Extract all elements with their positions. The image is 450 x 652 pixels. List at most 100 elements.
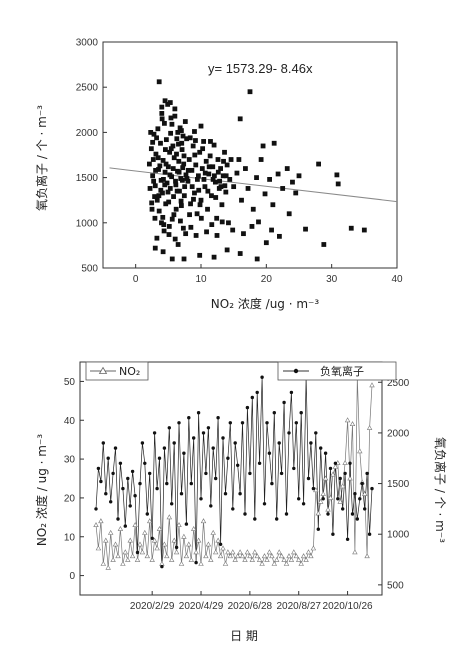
ion-point (360, 481, 364, 486)
no2-point (322, 475, 329, 481)
scatter-point (195, 177, 200, 182)
ion-point (316, 527, 320, 531)
scatter-point (152, 215, 158, 221)
no2-point (254, 553, 260, 559)
scatter-point (156, 193, 162, 199)
ion-point (365, 471, 369, 476)
ion-point (236, 463, 240, 467)
scatter-point (286, 211, 292, 217)
no2-point (134, 556, 141, 562)
scatter-point (158, 187, 164, 193)
scatter-point (149, 206, 155, 212)
ion-point (187, 416, 191, 420)
ion-point (250, 395, 254, 400)
ion-point (143, 461, 147, 465)
scatter-point (155, 155, 161, 161)
no2-point (95, 545, 102, 551)
ion-point (292, 466, 296, 471)
no2-point (203, 553, 209, 559)
no2-point (364, 553, 370, 559)
no2-point (210, 529, 216, 535)
ion-point (309, 441, 313, 445)
ion-point (223, 492, 228, 496)
regression-equation: y= 1573.29- 8.46x (208, 61, 313, 76)
ion-point (204, 471, 208, 476)
scatter-point (227, 177, 233, 182)
no2-point (281, 556, 287, 562)
scatter-point (167, 100, 173, 105)
no2-point (278, 553, 285, 559)
scatter-point (271, 140, 277, 146)
legend-no2: NO₂ (85, 361, 149, 381)
no2-point (293, 553, 300, 559)
scatter-point (156, 208, 162, 214)
ion-point (299, 411, 303, 415)
scatter-point (166, 232, 172, 237)
scatter-point (269, 227, 274, 233)
ion-point (179, 492, 184, 496)
scatter-point (168, 130, 174, 136)
scatter-point (256, 219, 261, 225)
scatter-point (206, 164, 212, 170)
ion-point (233, 441, 237, 445)
legend-label-ion: 负氧离子 (320, 364, 364, 378)
ion-point (240, 421, 245, 425)
no2-point (342, 459, 348, 465)
no2-point (164, 553, 170, 559)
no2-point (195, 537, 202, 543)
ion-point (111, 471, 115, 476)
plot-frame (102, 41, 398, 269)
scatter-point (163, 201, 169, 207)
x-tick-label: 30 (326, 274, 338, 285)
scatter-point (215, 157, 221, 162)
scatter-point (205, 206, 210, 212)
scatter-point (214, 215, 220, 221)
no2-point (171, 537, 177, 543)
regression-line (109, 167, 398, 203)
ion-point (138, 481, 142, 486)
scatter-point (243, 166, 248, 171)
scatter-point (187, 135, 193, 141)
scatter-point (169, 121, 175, 127)
scatter-point (175, 130, 181, 135)
no2-point (308, 553, 314, 559)
no2-point (286, 553, 292, 559)
ion-point (96, 466, 101, 471)
no2-point (261, 553, 268, 559)
y2-tick-label: 1000 (387, 530, 410, 541)
no2-point (288, 556, 295, 562)
scatter-point (169, 256, 175, 262)
scatter-point (209, 193, 214, 199)
y2-tick-label: 1500 (387, 479, 410, 490)
scatter-point (179, 147, 185, 152)
scatter-point (226, 220, 231, 226)
scatter-point (171, 155, 177, 161)
ion-point (152, 431, 157, 435)
no2-point (249, 556, 256, 562)
scatter-point (241, 231, 246, 237)
scatter-point (197, 252, 203, 258)
no2-point (361, 490, 368, 496)
scatter-point (220, 173, 226, 179)
ion-point (355, 517, 359, 521)
ion-point (311, 486, 316, 491)
scatter-point (172, 106, 178, 112)
y2-tick-label: 500 (387, 580, 404, 591)
scatter-point (196, 187, 202, 193)
no2-point (188, 556, 195, 562)
ion-point (128, 504, 132, 508)
no2-point (227, 553, 234, 559)
ion-point (182, 451, 186, 455)
no2-point (344, 417, 351, 423)
no2-point (154, 545, 160, 551)
ion-point (121, 486, 125, 491)
no2-point (313, 487, 319, 493)
scatter-point (254, 256, 260, 262)
no2-point (244, 549, 251, 555)
no2-point (161, 541, 168, 547)
ion-point (106, 456, 110, 460)
ion-point (155, 486, 159, 491)
scatter-point (197, 202, 203, 208)
x-axis-label: 日 期 (230, 629, 258, 643)
